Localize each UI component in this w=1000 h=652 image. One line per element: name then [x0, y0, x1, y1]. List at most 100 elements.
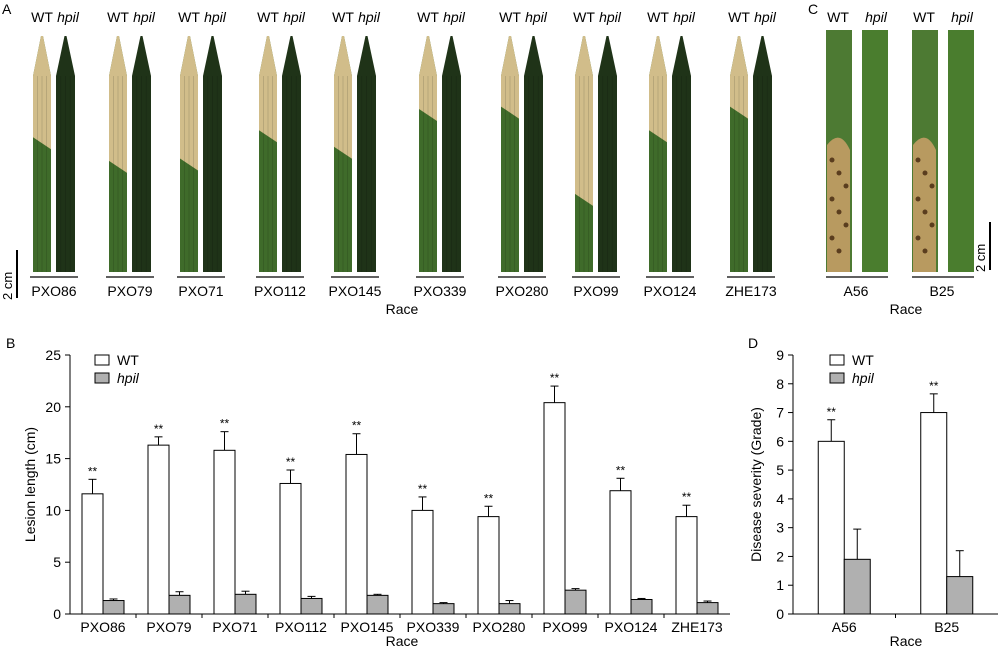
y-tick-label: 2 [776, 548, 784, 564]
pair-label-wt: WT [332, 9, 354, 25]
significance-label: ** [682, 490, 692, 504]
bar-wt-pxo79 [147, 444, 170, 615]
legend-label-hpil: hpil [852, 370, 875, 386]
y-tick-label: 3 [776, 520, 784, 536]
pair-label-wt: WT [257, 9, 279, 25]
category-label: B25 [934, 619, 959, 635]
legend-label-hpil: hpil [117, 370, 140, 386]
wt-leaf-pxo339 [419, 36, 437, 272]
pair-label-hpil: hpil [443, 9, 466, 25]
chart-disease-severity: 0 1 2 3 4 5 6 7 8 9 Disease severity (Grade) ** A56 *… [748, 347, 998, 649]
y-tick-label: 20 [45, 399, 61, 415]
pair-label-wt: WT [178, 9, 200, 25]
panel-a-label: A [2, 1, 12, 17]
y-tick-label: 7 [776, 405, 784, 421]
wt-leaf-pxo71 [180, 36, 198, 272]
bar-hpil-pxo86 [102, 600, 125, 615]
race-label: B25 [930, 283, 955, 299]
pair-label-wt: WT [499, 9, 521, 25]
significance-label: ** [929, 379, 939, 393]
legend-swatch-hpil [829, 372, 845, 384]
category-label: PXO124 [605, 619, 658, 635]
pair-label-hpil: hpil [204, 9, 227, 25]
category-label: PXO339 [407, 619, 460, 635]
photo-a-xlabel: Race [386, 301, 419, 317]
bar-wt-zhe173 [675, 516, 698, 615]
bar-hpil-pxo99 [564, 589, 587, 615]
y-axis-label: Lesion length (cm) [22, 427, 38, 542]
category-label: ZHE173 [671, 619, 723, 635]
bar-wt-pxo124 [609, 490, 632, 615]
chart-lesion-length: 0 5 10 15 20 25 Lesion length (cm) ** PXO86 ** PXO… [22, 347, 730, 649]
wt-leaf-pxo124 [649, 36, 667, 272]
hpil-leaf-zhe173 [753, 36, 772, 272]
y-tick-label: 5 [53, 554, 61, 570]
bar-wt-b25 [920, 412, 948, 615]
legend-label-wt: WT [117, 352, 139, 368]
significance-label: ** [484, 491, 494, 505]
scale-label-a: 2 cm [0, 272, 15, 300]
bar-hpil-pxo280 [498, 603, 521, 615]
pair-label-wt: WT [728, 9, 750, 25]
race-label: PXO99 [573, 283, 618, 299]
y-tick-label: 0 [776, 606, 784, 622]
wt-leaf-pxo280 [501, 36, 519, 272]
significance-label: ** [550, 371, 560, 385]
pair-label-hpil: hpil [599, 9, 622, 25]
pair-label-hpil: hpil [865, 9, 888, 25]
hpil-leaf-pxo112 [282, 36, 301, 272]
x-axis-label: Race [890, 633, 923, 649]
bar-hpil-pxo124 [630, 598, 653, 615]
y-tick-label: 15 [45, 451, 61, 467]
y-tick-label: 6 [776, 433, 784, 449]
bar-hpil-zhe173 [696, 602, 719, 615]
category-label: PXO112 [275, 619, 327, 635]
wt-leaf-pxo86 [33, 36, 51, 272]
hpil-leaf-pxo99 [598, 36, 617, 272]
y-axis-label: Disease severity (Grade) [748, 407, 764, 562]
y-tick-label: 0 [53, 606, 61, 622]
legend-swatch-wt [829, 354, 845, 366]
significance-label: ** [418, 482, 428, 496]
hpil-leaf-pxo280 [524, 36, 543, 272]
bar-hpil-a56 [843, 558, 871, 615]
pair-label-hpil: hpil [57, 9, 80, 25]
pair-label-hpil: hpil [754, 9, 777, 25]
race-label: PXO124 [644, 283, 697, 299]
bar-wt-pxo71 [213, 449, 236, 615]
wt-leaf-a56 [826, 30, 852, 272]
wt-leaf-pxo99 [575, 36, 593, 272]
panel-b-label: B [6, 335, 15, 351]
y-tick-label: 5 [776, 462, 784, 478]
pair-label-wt: WT [107, 9, 129, 25]
race-label: PXO86 [31, 283, 76, 299]
race-label: PXO112 [254, 283, 306, 299]
pair-label-wt: WT [827, 9, 849, 25]
pair-label-wt: WT [31, 9, 53, 25]
hpil-leaf-pxo71 [203, 36, 222, 272]
race-label: PXO339 [414, 283, 467, 299]
race-label: A56 [844, 283, 869, 299]
pair-label-hpil: hpil [283, 9, 306, 25]
leaf-photo-panel-c: WT hpil A56 WT hpil B25 [826, 9, 974, 299]
category-label: PXO79 [146, 619, 191, 635]
significance-label: ** [616, 463, 626, 477]
bar-wt-pxo145 [345, 453, 368, 615]
significance-label: ** [827, 405, 837, 419]
panel-d-label: D [748, 335, 758, 351]
bar-hpil-pxo339 [432, 603, 455, 615]
pair-label-hpil: hpil [133, 9, 156, 25]
y-tick-label: 25 [45, 347, 61, 363]
pair-label-wt: WT [573, 9, 595, 25]
y-tick-label: 9 [776, 347, 784, 363]
hpil-leaf-b25 [948, 30, 974, 272]
significance-label: ** [286, 455, 296, 469]
scale-label-c: 2 cm [973, 244, 988, 272]
pair-label-hpil: hpil [358, 9, 381, 25]
hpil-leaf-pxo79 [132, 36, 151, 272]
legend-swatch-hpil [94, 372, 110, 384]
significance-label: ** [220, 417, 230, 431]
wt-leaf-pxo112 [259, 36, 277, 272]
pair-label-hpil: hpil [951, 9, 974, 25]
